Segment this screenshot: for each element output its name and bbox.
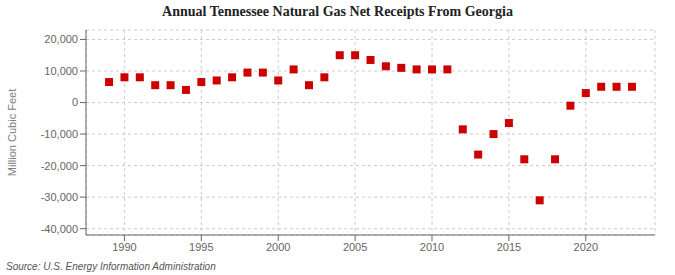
svg-text:-20,000: -20,000 xyxy=(41,160,78,172)
svg-text:1990: 1990 xyxy=(112,241,136,253)
html-text:Source: U.S. Energy Informatio: Source: U.S. Energy Information Administ… xyxy=(6,261,216,272)
svg-text:2010: 2010 xyxy=(420,241,444,253)
svg-text:2005: 2005 xyxy=(343,241,367,253)
svg-text:0: 0 xyxy=(72,96,78,108)
svg-text:20,000: 20,000 xyxy=(44,33,78,45)
svg-text:Million Cubic Feet: Million Cubic Feet xyxy=(8,89,18,176)
svg-text:2020: 2020 xyxy=(574,241,598,253)
svg-text:-40,000: -40,000 xyxy=(41,223,78,235)
svg-text:1995: 1995 xyxy=(189,241,213,253)
svg-text:-10,000: -10,000 xyxy=(41,128,78,140)
svg-text:10,000: 10,000 xyxy=(44,65,78,77)
svg-text:2015: 2015 xyxy=(497,241,521,253)
svg-text:2000: 2000 xyxy=(266,241,290,253)
svg-text:-30,000: -30,000 xyxy=(41,191,78,203)
html-text:Annual Tennessee Natural Gas N: Annual Tennessee Natural Gas Net Receipt… xyxy=(162,4,513,19)
